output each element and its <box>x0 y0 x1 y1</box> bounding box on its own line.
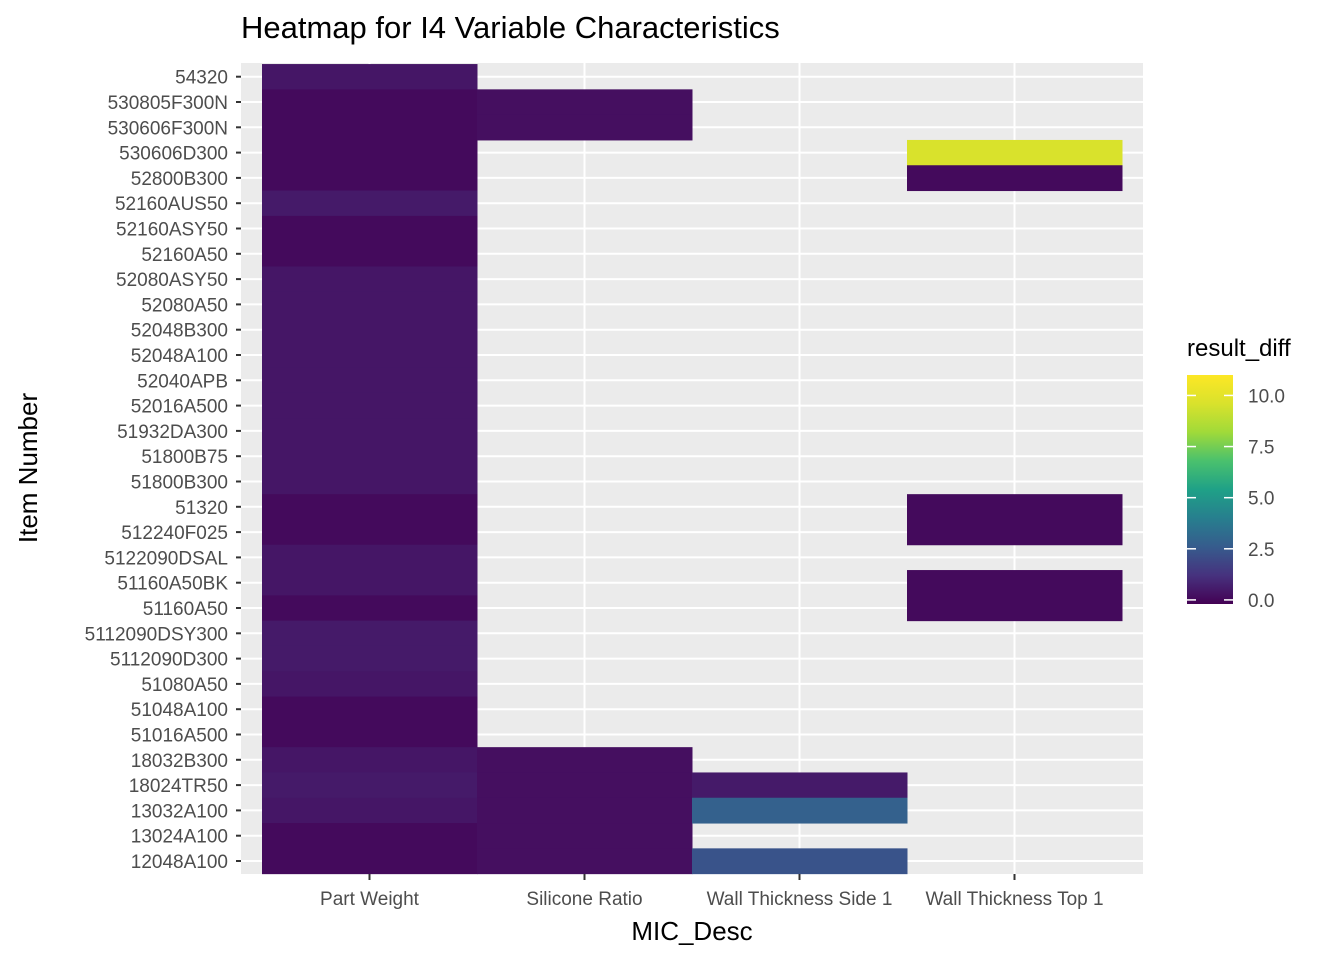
legend-tick-label: 0.0 <box>1248 591 1274 612</box>
y-tick-label: 54320 <box>175 68 228 89</box>
y-tick-label: 51932DA300 <box>117 422 228 443</box>
y-tick-label: 51016A500 <box>131 726 228 747</box>
x-axis-title: MIC_Desc <box>631 916 752 946</box>
x-tick-label: Wall Thickness Top 1 <box>925 889 1103 910</box>
heatmap-cell <box>262 772 478 799</box>
heatmap-cell <box>907 165 1123 192</box>
heatmap-cell <box>477 89 693 116</box>
heatmap-cell <box>477 823 693 849</box>
heatmap-cell <box>262 215 478 242</box>
legend-tick-label: 2.5 <box>1248 540 1274 561</box>
heatmap-cell <box>262 848 478 875</box>
heatmap-cell <box>692 797 908 824</box>
heatmap-cell <box>262 696 478 723</box>
y-tick-label: 52016A500 <box>131 397 228 418</box>
heatmap-cell <box>262 468 478 495</box>
y-tick-label: 12048A100 <box>131 852 228 873</box>
heatmap-cell <box>692 772 908 799</box>
legend-title: result_diff <box>1187 335 1291 362</box>
heatmap-cell <box>262 165 478 192</box>
y-tick-label: 5122090DSAL <box>104 548 228 569</box>
y-tick-label: 51048A100 <box>131 700 228 721</box>
heatmap-cell <box>262 64 478 90</box>
y-tick-label: 13024A100 <box>131 827 228 848</box>
legend-colorbar <box>1187 375 1233 604</box>
heatmap-cell <box>477 797 693 824</box>
y-tick-label: 51800B300 <box>131 473 228 494</box>
y-tick-label: 530606D300 <box>119 144 228 165</box>
heatmap-cell <box>477 772 693 799</box>
heatmap-cell <box>262 114 478 141</box>
heatmap-cell <box>262 139 478 166</box>
y-tick-label: 530805F300N <box>108 93 228 114</box>
y-tick-label: 52048B300 <box>131 321 228 342</box>
y-tick-label: 52160A50 <box>141 245 228 266</box>
heatmap-cell <box>262 544 478 571</box>
y-axis-title: Item Number <box>13 393 43 544</box>
x-tick-label: Part Weight <box>320 889 420 910</box>
y-tick-label: 52080A50 <box>141 295 228 316</box>
y-tick-label: 13032A100 <box>131 801 228 822</box>
x-axis: Part Weight Silicone Ratio Wall Thickness … <box>320 874 1104 910</box>
y-tick-label: 52048A100 <box>131 346 228 367</box>
heatmap-cell <box>262 620 478 647</box>
x-tick-label: Silicone Ratio <box>526 889 642 910</box>
y-tick-label: 18032B300 <box>131 751 228 772</box>
heatmap-cell <box>907 494 1123 520</box>
y-tick-label: 5112090DSY300 <box>85 624 228 645</box>
heatmap-cell <box>262 823 478 849</box>
heatmap-cell <box>262 519 478 546</box>
legend-tick-label: 10.0 <box>1248 386 1285 407</box>
y-axis: 12048A100 13024A100 13032A100 18024TR50 1803… <box>85 68 241 873</box>
heatmap-cell <box>262 342 478 369</box>
y-tick-label: 52160ASY50 <box>116 220 228 241</box>
heatmap-cell <box>262 291 478 318</box>
legend-tick-label: 7.5 <box>1248 438 1274 459</box>
heatmap-cell <box>907 519 1123 546</box>
heatmap-cell <box>262 392 478 419</box>
y-tick-label: 530606F300N <box>108 118 228 139</box>
heatmap-cell <box>262 367 478 394</box>
heatmap-cell <box>262 443 478 470</box>
chart-title: Heatmap for I4 Variable Characteristics <box>241 10 780 45</box>
heatmap-cell <box>262 645 478 672</box>
heatmap-cell <box>477 114 693 141</box>
heatmap-cell <box>262 494 478 520</box>
y-tick-label: 52160AUS50 <box>115 194 228 215</box>
y-tick-label: 51080A50 <box>141 675 228 696</box>
y-tick-label: 52800B300 <box>131 169 228 190</box>
y-tick-label: 52080ASY50 <box>116 270 228 291</box>
y-tick-label: 51320 <box>175 498 228 519</box>
legend-tick-label: 5.0 <box>1248 489 1274 510</box>
heatmap-cell <box>477 848 693 875</box>
y-tick-label: 51160A50 <box>143 599 228 620</box>
y-tick-label: 51800B75 <box>141 447 228 468</box>
heatmap-cell <box>262 418 478 445</box>
heatmap-cell <box>692 848 908 875</box>
x-tick-label: Wall Thickness Side 1 <box>707 889 893 910</box>
heatmap-cell <box>262 747 478 773</box>
heatmap-cell <box>262 190 478 217</box>
heatmap-cell <box>262 570 478 596</box>
y-tick-label: 52040APB <box>137 371 228 392</box>
heatmap-cell <box>262 317 478 343</box>
y-tick-label: 5112090D300 <box>110 650 228 671</box>
heatmap-cell <box>262 595 478 622</box>
y-tick-label: 18024TR50 <box>129 776 228 797</box>
heatmap-cell <box>907 570 1123 596</box>
y-tick-label: 51160A50BK <box>117 574 228 595</box>
y-tick-label: 512240F025 <box>121 523 228 544</box>
heatmap-cell <box>262 241 478 267</box>
heatmap-cell <box>262 721 478 748</box>
legend: result_diff 0.0 2.5 5.0 7.5 10.0 <box>1187 335 1291 612</box>
heatmap-cell <box>262 266 478 293</box>
heatmap-cell <box>907 595 1123 622</box>
heatmap-cell <box>262 797 478 824</box>
heatmap-cell <box>477 747 693 773</box>
heatmap-cell <box>262 89 478 116</box>
heatmap-cell <box>262 671 478 698</box>
heatmap-cell <box>907 139 1123 166</box>
heatmap-cells <box>262 64 1123 875</box>
